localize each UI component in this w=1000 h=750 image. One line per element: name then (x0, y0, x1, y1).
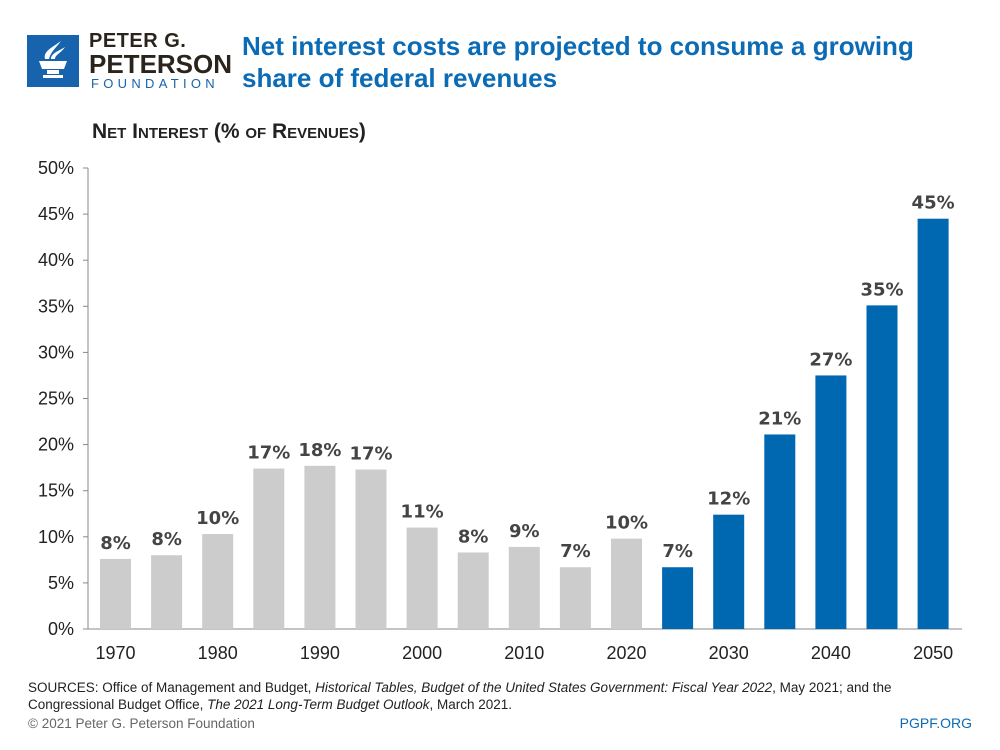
x-tick-label: 2030 (709, 643, 749, 663)
bar-2040 (815, 375, 847, 629)
y-tick-label: 0% (48, 619, 74, 639)
data-label-1980: 10% (196, 508, 239, 529)
y-tick-label: 35% (38, 296, 74, 316)
logo-line2: PETERSON (89, 49, 233, 79)
data-label-2015: 7% (560, 541, 591, 562)
y-tick-label: 10% (38, 527, 74, 547)
bar-2020 (611, 538, 642, 629)
data-label-2010: 9% (509, 521, 540, 542)
bar-2045 (866, 305, 898, 629)
x-tick-label: 2040 (811, 643, 851, 663)
data-label-2025: 7% (662, 541, 693, 562)
data-label-1975: 8% (151, 529, 182, 550)
x-tick-label: 1970 (95, 643, 135, 663)
y-tick-label: 15% (38, 481, 74, 501)
bar-2030 (713, 514, 745, 629)
footer-row: © 2021 Peter G. Peterson Foundation PGPF… (28, 715, 972, 732)
x-tick-label: 1990 (300, 643, 340, 663)
data-label-1995: 17% (349, 443, 392, 464)
x-tick-label: 1980 (198, 643, 238, 663)
footer: SOURCES: Office of Management and Budget… (28, 679, 972, 732)
x-tick-label: 2020 (606, 643, 646, 663)
data-label-2045: 35% (860, 279, 903, 300)
bar-1975 (151, 555, 183, 629)
x-tick-label: 2000 (402, 643, 442, 663)
y-tick-label: 40% (38, 250, 74, 270)
logo-line3: FOUNDATION (91, 76, 219, 91)
sources-suffix: , March 2021. (429, 697, 513, 712)
sources-prefix: SOURCES: Office of Management and Budget… (28, 680, 316, 695)
y-tick-label: 20% (38, 435, 74, 455)
bar-2025 (662, 567, 694, 629)
data-label-2020: 10% (605, 513, 648, 534)
sources-omb-title: Historical Tables, Budget of the United … (315, 680, 773, 695)
data-label-1990: 18% (298, 440, 341, 461)
bar-2015 (559, 567, 591, 629)
data-label-2050: 45% (912, 193, 955, 214)
bar-2005 (457, 552, 489, 629)
x-tick-label: 2010 (504, 643, 544, 663)
data-label-1985: 17% (247, 443, 290, 464)
y-tick-label: 45% (38, 204, 74, 224)
sources-cbo-title: The 2021 Long-Term Budget Outlook (207, 697, 430, 712)
sources-note: SOURCES: Office of Management and Budget… (28, 679, 972, 713)
data-label-2005: 8% (458, 526, 489, 547)
bar-1970 (100, 558, 131, 629)
data-label-2035: 21% (758, 408, 801, 429)
chart-title: Net interest costs are projected to cons… (242, 31, 914, 93)
bar-1980 (202, 534, 234, 629)
y-tick-label: 5% (48, 573, 74, 593)
data-label-2040: 27% (809, 349, 852, 370)
y-tick-label: 25% (38, 389, 74, 409)
data-label-2030: 12% (707, 489, 750, 510)
data-label-2000: 11% (401, 502, 444, 523)
copyright: © 2021 Peter G. Peterson Foundation (28, 716, 255, 731)
data-label-1970: 8% (100, 533, 131, 554)
sources-mid: , May 2021; and the Congressional Budget… (28, 680, 892, 712)
y-tick-label: 50% (38, 158, 74, 178)
bar-2000 (406, 527, 438, 629)
site-link[interactable]: PGPF.ORG (899, 715, 972, 731)
bar-2010 (508, 546, 540, 629)
bar-2050 (917, 218, 949, 629)
bar-2035 (764, 434, 796, 629)
y-tick-label: 30% (38, 342, 74, 362)
x-tick-label: 2050 (913, 643, 953, 663)
bar-1995 (355, 469, 387, 629)
bar-chart: 0% 5% 10% 15% 20% 25% 30% 35% 40% 45% 50% 8% 8% 10% 17… (38, 158, 962, 663)
chart-subtitle: Net Interest (% of Revenues) (92, 120, 366, 143)
torch-icon (27, 35, 79, 87)
logo-line1: PETER G. (89, 30, 187, 52)
bar-1985 (253, 468, 285, 629)
bar-1990 (304, 465, 336, 629)
